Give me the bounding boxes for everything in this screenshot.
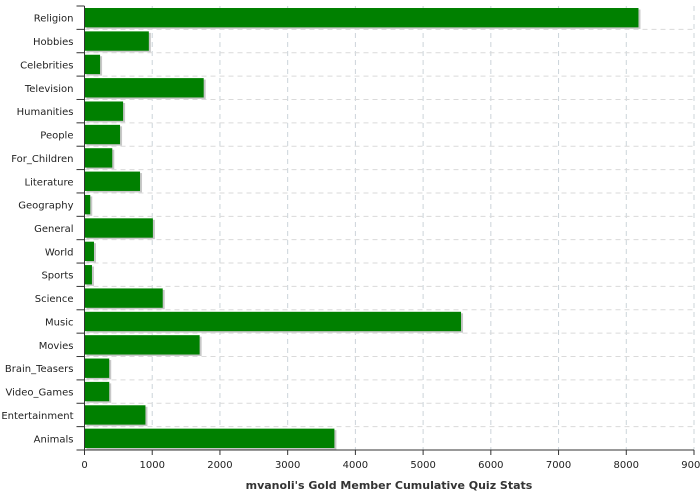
x-tick-label: 8000: [614, 460, 639, 471]
x-tick-label: 6000: [478, 460, 503, 471]
bar-music: [84, 311, 462, 332]
x-tick-label: 3000: [275, 460, 300, 471]
y-tick-label: Video_Games: [6, 388, 74, 399]
bar-brain_teasers: [84, 358, 110, 378]
bar-religion: [84, 8, 639, 28]
bar-literature: [84, 171, 141, 191]
x-axis-label: mvanoli's Gold Member Cumulative Quiz St…: [246, 479, 533, 492]
y-tick-label: Literature: [25, 177, 74, 188]
y-tick-label: Music: [45, 317, 73, 328]
bar-sports: [84, 265, 92, 285]
y-tick-label: Hobbies: [33, 37, 73, 48]
y-tick-label: Geography: [18, 201, 73, 212]
x-tick-label: 0: [81, 460, 87, 471]
bar-geography: [84, 194, 91, 215]
bar-world: [84, 241, 94, 262]
y-tick-label: Television: [24, 84, 74, 95]
x-tick-label: 4000: [343, 460, 368, 471]
y-tick-label: World: [45, 247, 74, 258]
y-tick-label: Celebrities: [20, 60, 73, 71]
y-tick-label: Brain_Teasers: [5, 364, 74, 375]
bar-science: [84, 288, 163, 308]
y-tick-label: Sports: [41, 271, 73, 282]
x-tick-label: 2000: [207, 460, 232, 471]
x-tick-label: 9000: [681, 460, 700, 471]
bar-general: [84, 218, 153, 238]
x-tick-label: 1000: [139, 460, 164, 471]
y-tick-label: People: [40, 131, 73, 142]
grid: [84, 6, 695, 451]
y-tick-label: General: [34, 224, 73, 235]
bar-movies: [84, 335, 200, 355]
y-tick-label: Religion: [34, 14, 74, 25]
x-tick-label: 5000: [410, 460, 435, 471]
y-tick-label: Humanities: [17, 107, 74, 118]
y-tick-label: For_Children: [11, 154, 73, 165]
bars: [84, 8, 641, 450]
y-tick-label: Science: [35, 294, 74, 305]
bar-celebrities: [84, 54, 101, 75]
bar-television: [84, 78, 204, 98]
x-tick-label: 7000: [546, 460, 571, 471]
bar-video_games: [84, 381, 110, 402]
bar-entertainment: [84, 405, 146, 425]
y-tick-label: Movies: [39, 341, 74, 352]
bar-humanities: [84, 101, 124, 121]
bar-animals: [84, 428, 335, 448]
y-tick-label: Entertainment: [1, 411, 73, 422]
axes: 0 1000 2000 3000 4000 5000 6000 7000 8000 9000 Rel…: [1, 5, 700, 471]
bar-hobbies: [84, 31, 149, 51]
bar-people: [84, 124, 121, 145]
y-tick-label: Animals: [34, 434, 74, 445]
bar-for_children: [84, 148, 113, 168]
